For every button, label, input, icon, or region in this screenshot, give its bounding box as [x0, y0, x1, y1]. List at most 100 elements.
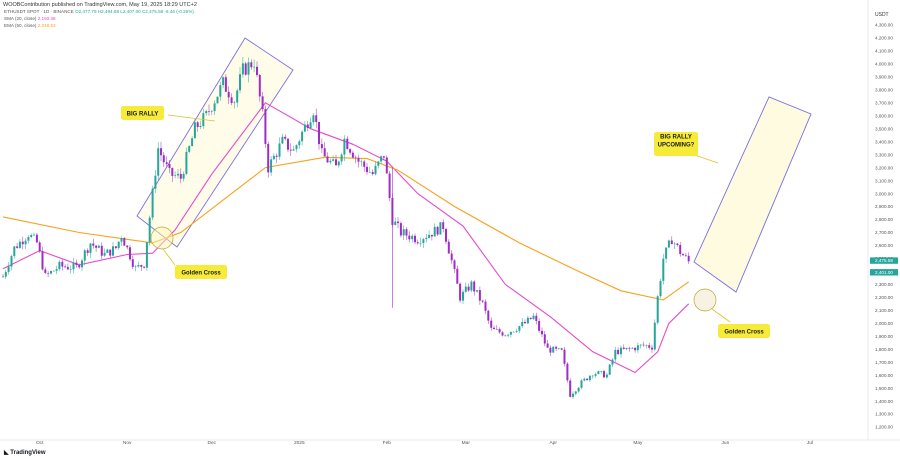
- candle-body: [64, 266, 67, 268]
- candle-body: [419, 242, 422, 244]
- candle-body: [512, 331, 515, 333]
- candle-body: [687, 255, 690, 262]
- candle-body: [487, 310, 490, 321]
- candle-body: [397, 221, 399, 224]
- annotation-pointer: [162, 248, 176, 266]
- candle-body: [292, 149, 295, 151]
- candle-body: [524, 322, 526, 324]
- candle-body: [495, 329, 498, 330]
- annotation-text: Golden Cross: [181, 271, 221, 277]
- candle-body: [306, 124, 309, 128]
- candle-body: [171, 168, 174, 176]
- y-tick-label: 1,500.00: [875, 386, 893, 391]
- y-tick-label: 2,000.00: [875, 321, 893, 326]
- candle-body: [577, 387, 580, 392]
- candle-body: [224, 77, 227, 92]
- candle-body: [588, 375, 591, 381]
- ema-line: [2, 156, 690, 301]
- candle-body: [665, 247, 668, 259]
- candle-body: [131, 259, 134, 267]
- candle-body: [157, 148, 160, 176]
- candle-body: [213, 103, 216, 112]
- y-tick-label: 3,900.00: [875, 75, 893, 80]
- candle-body: [642, 344, 645, 346]
- x-tick-label: Apr: [549, 440, 557, 446]
- projected-rally-channel: [693, 96, 812, 293]
- candle-body: [560, 348, 563, 350]
- candle-body: [484, 301, 487, 311]
- candle-body: [566, 363, 569, 381]
- candle-body: [374, 165, 377, 175]
- candle-body: [394, 221, 397, 225]
- candle-body: [332, 159, 335, 161]
- golden-cross-marker-2: [693, 288, 717, 312]
- candle-body: [572, 393, 574, 397]
- candle-body: [405, 229, 408, 236]
- candle-body: [605, 374, 608, 378]
- candle-body: [363, 161, 366, 167]
- candle-body: [366, 166, 368, 173]
- last-price-tag: [870, 269, 898, 276]
- candle-body: [620, 347, 622, 355]
- candle-body: [445, 229, 447, 242]
- annotation-text: BIG RALLY: [127, 112, 159, 118]
- candle-body: [453, 260, 456, 269]
- candle-body: [586, 378, 589, 381]
- candle-body: [476, 290, 479, 292]
- candle-body: [38, 242, 41, 252]
- candle-body: [222, 77, 225, 86]
- candle-body: [210, 111, 213, 112]
- y-tick-label: 3,000.00: [875, 191, 893, 196]
- candle-body: [354, 157, 357, 159]
- x-tick-label: Feb: [383, 440, 392, 446]
- candle-body: [659, 280, 662, 297]
- candle-body: [301, 131, 304, 142]
- y-tick-label: 4,000.00: [875, 62, 893, 67]
- y-tick-label: 3,600.00: [875, 114, 893, 119]
- candle-body: [459, 283, 462, 301]
- candle-body: [241, 63, 244, 75]
- candle-body: [385, 157, 388, 174]
- candle-body: [284, 136, 287, 139]
- candle-body: [179, 173, 182, 179]
- candle-body: [673, 243, 676, 245]
- tv-logo-icon: ◣: [4, 450, 9, 456]
- candle-body: [411, 235, 414, 240]
- candle-body: [608, 364, 611, 375]
- y-tick-label: 2,100.00: [875, 308, 893, 313]
- candle-body: [346, 138, 349, 150]
- candle-body: [4, 271, 7, 277]
- candle-body: [462, 291, 464, 301]
- y-tick-label: 4,300.00: [875, 23, 893, 28]
- candle-body: [143, 266, 146, 268]
- sma-line: [2, 102, 690, 374]
- candle-body: [69, 269, 72, 270]
- y-tick-label: 1,900.00: [875, 334, 893, 339]
- candle-body: [617, 349, 620, 355]
- candle-body: [219, 85, 222, 97]
- candle-body: [83, 250, 86, 261]
- candle-body: [123, 238, 126, 246]
- candle-body: [253, 66, 256, 68]
- candle-body: [281, 136, 284, 144]
- candle-body: [543, 334, 546, 344]
- candle-body: [648, 345, 651, 348]
- y-tick-label: 4,100.00: [875, 49, 893, 54]
- candle-body: [58, 261, 61, 270]
- candle-body: [250, 62, 253, 68]
- candle-body: [174, 175, 177, 176]
- candle-body: [185, 151, 188, 174]
- candle-body: [27, 237, 30, 241]
- sma-value: 2,150.38: [37, 16, 56, 21]
- y-tick-label: 1,400.00: [875, 399, 893, 404]
- candle-body: [603, 371, 605, 378]
- candle-body: [109, 249, 112, 256]
- annotation-box: [654, 132, 698, 156]
- candle-body: [78, 265, 81, 268]
- price-axis-unit: USDT: [875, 12, 889, 18]
- candle-body: [625, 347, 628, 349]
- candle-body: [278, 143, 281, 157]
- candle-body: [89, 243, 92, 253]
- annotation-box: [175, 265, 227, 279]
